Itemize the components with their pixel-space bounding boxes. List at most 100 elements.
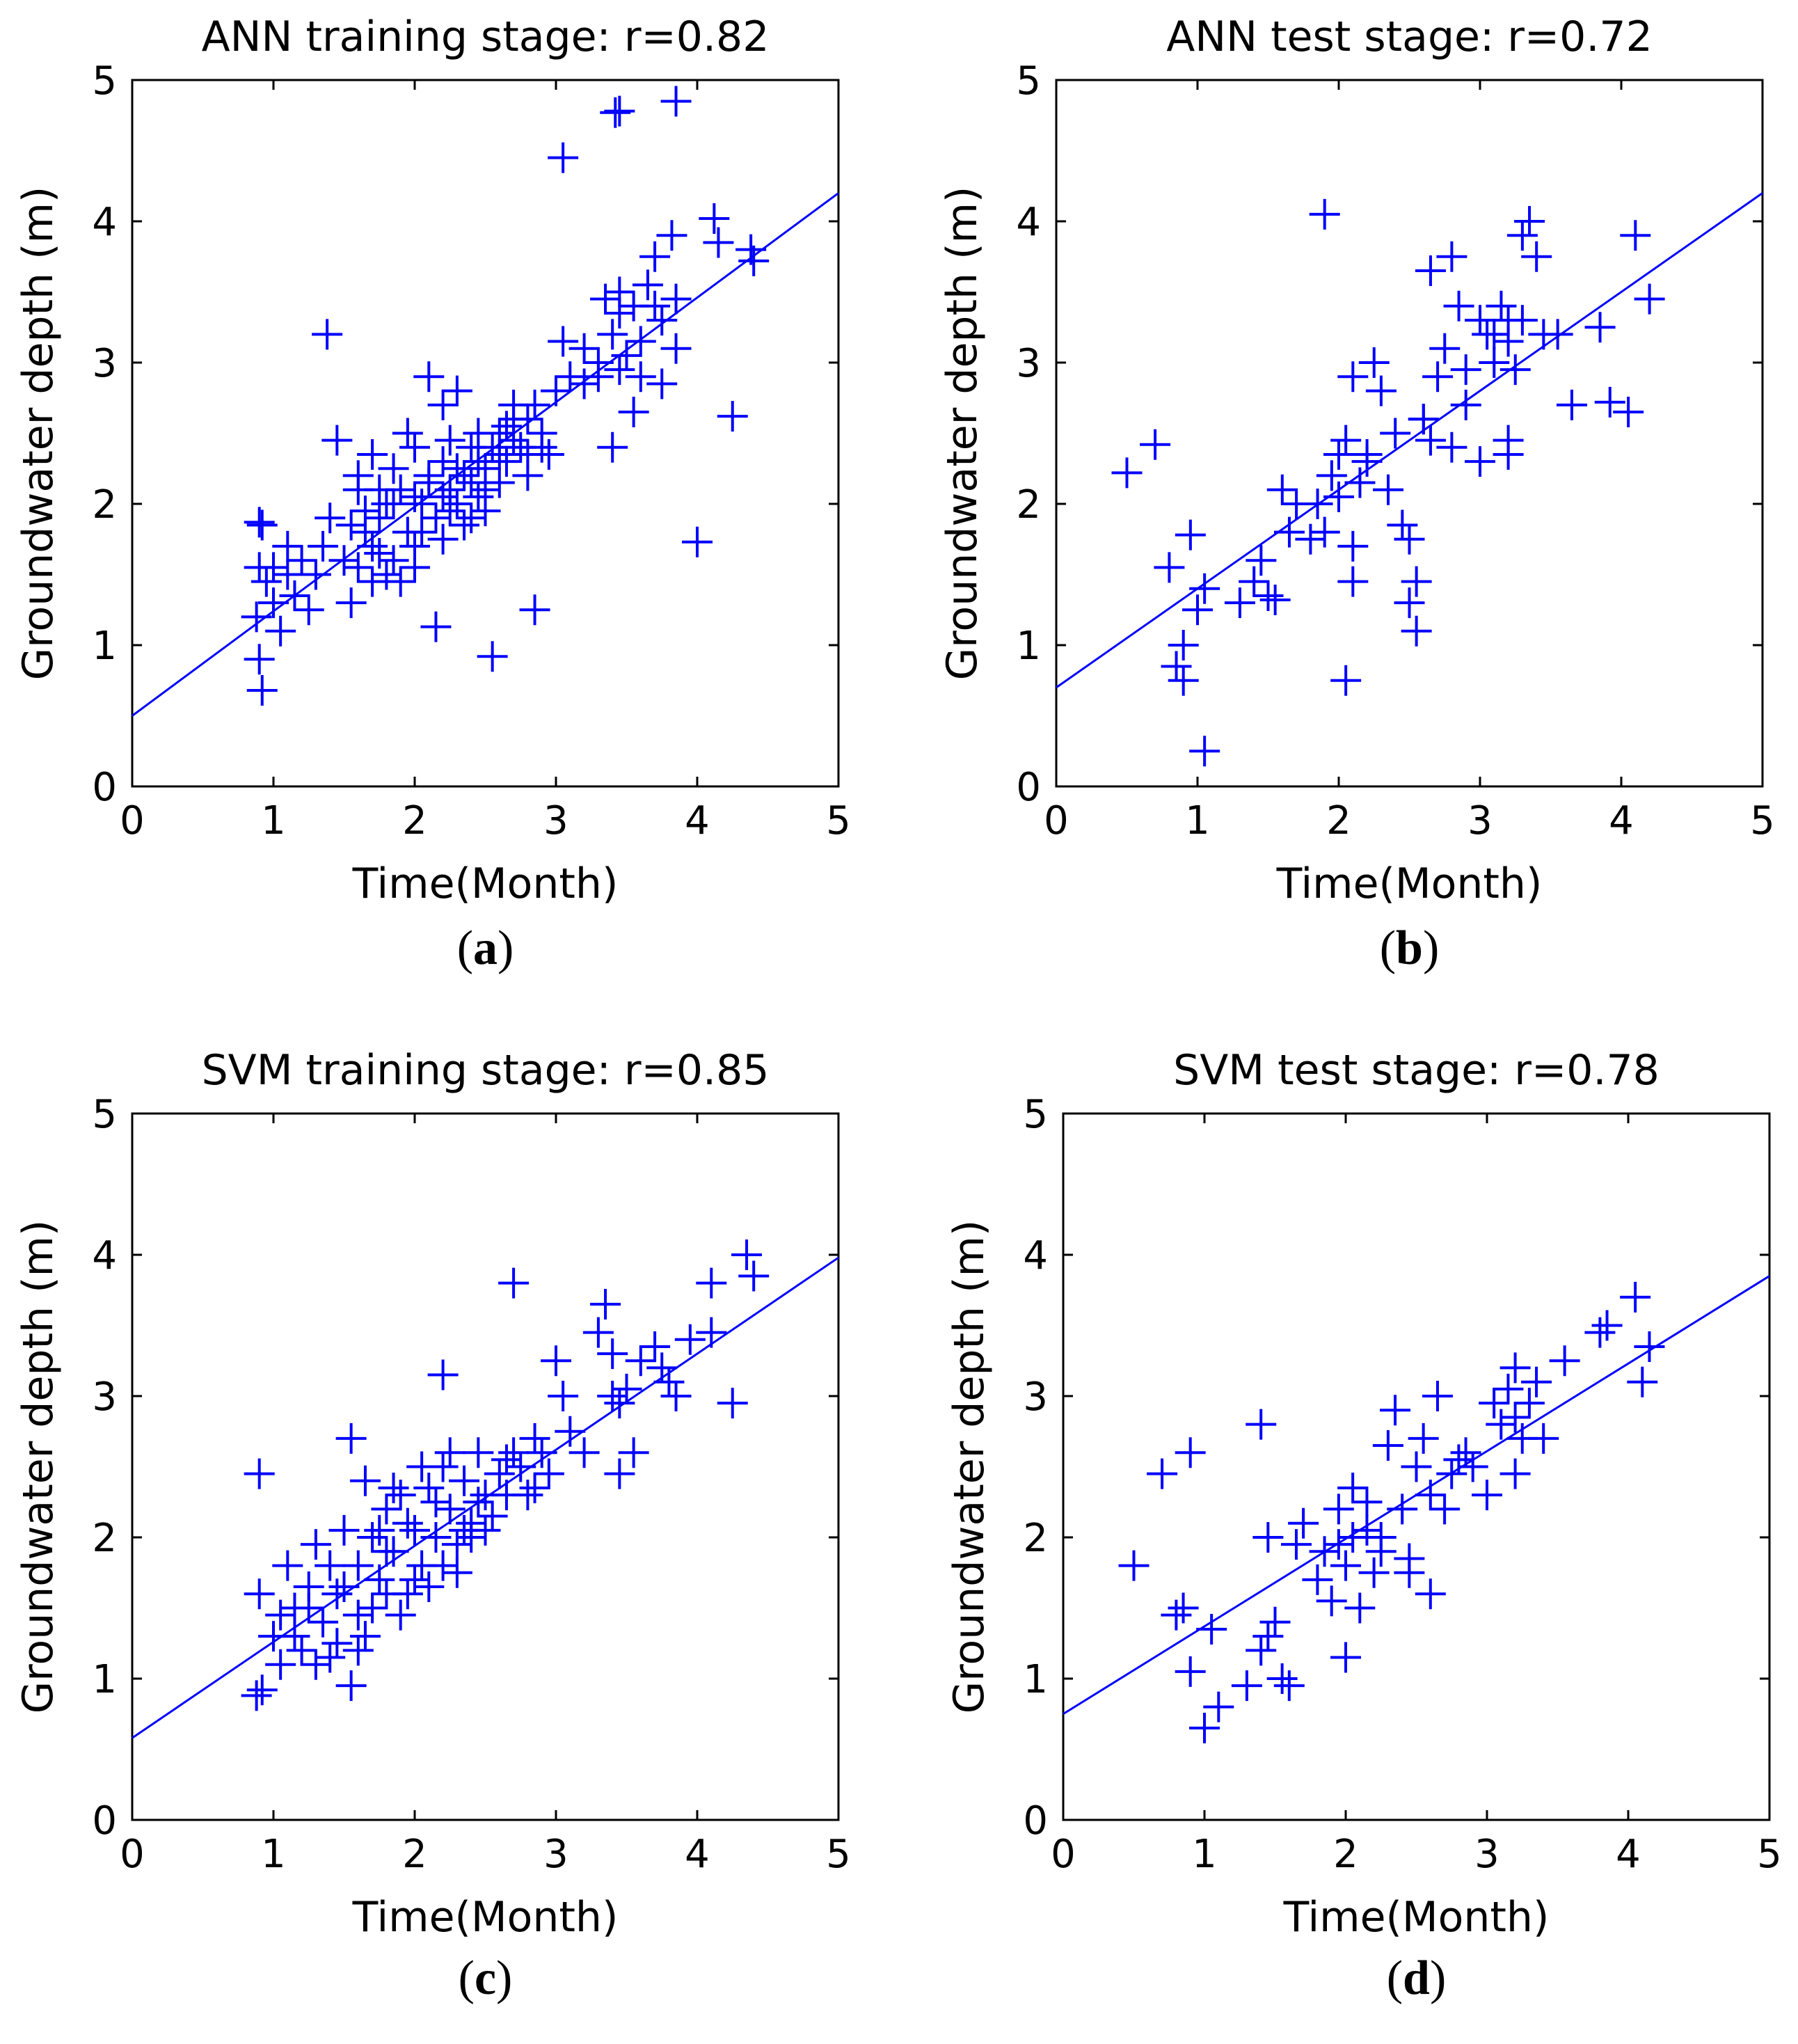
data-point (364, 502, 395, 534)
data-point (308, 1606, 339, 1638)
data-point (1182, 594, 1213, 626)
data-point (604, 95, 635, 127)
data-point (308, 530, 339, 562)
data-point (463, 446, 494, 477)
data-point (1365, 1536, 1397, 1567)
data-point (1499, 1458, 1531, 1489)
data-point (646, 368, 678, 399)
data-point (434, 496, 466, 527)
data-point (1252, 1522, 1284, 1553)
data-point (1479, 1388, 1510, 1419)
data-point (498, 1267, 530, 1299)
data-point (328, 545, 360, 576)
x-tick-label: 3 (543, 1832, 568, 1877)
data-point (246, 674, 278, 706)
data-point (244, 507, 275, 538)
data-point (349, 1465, 381, 1496)
data-point (342, 1550, 374, 1581)
data-point (244, 1578, 275, 1610)
data-point (590, 1289, 621, 1320)
data-point (1323, 1529, 1354, 1560)
data-point (674, 1324, 706, 1355)
data-point (265, 1649, 296, 1680)
y-tick-label: 4 (92, 200, 117, 245)
data-point (1493, 1373, 1524, 1404)
data-point (272, 530, 303, 562)
data-point (541, 375, 571, 406)
data-point (1493, 425, 1524, 456)
data-point (597, 1338, 628, 1370)
x-axis-label: Time(Month) (352, 859, 619, 908)
data-point (1387, 1494, 1418, 1525)
data-point (526, 1437, 557, 1468)
data-point (1450, 1437, 1481, 1468)
data-point (357, 530, 388, 562)
data-point (1330, 425, 1362, 456)
caption-letter: a (473, 921, 498, 975)
data-point (1556, 389, 1587, 420)
data-point (300, 1529, 331, 1560)
data-point (1584, 1317, 1616, 1348)
data-point (512, 1480, 543, 1511)
chart-title: ANN training stage: r=0.82 (202, 13, 770, 61)
data-point (1295, 523, 1326, 555)
data-point (470, 496, 501, 527)
data-point (582, 1317, 614, 1348)
x-axis-label: Time(Month) (1283, 1893, 1550, 1942)
data-point (491, 411, 522, 442)
data-point (286, 545, 317, 576)
data-point (660, 333, 692, 364)
fit-line (1056, 192, 1763, 689)
data-point (300, 1649, 331, 1680)
data-point (1273, 1670, 1305, 1702)
data-point (1266, 474, 1298, 505)
data-point (1351, 1514, 1383, 1546)
data-point (258, 552, 289, 583)
panel-caption: (b) (1380, 921, 1440, 975)
data-point (568, 333, 600, 364)
data-point (1436, 431, 1467, 463)
data-point (1594, 386, 1625, 418)
y-tick-label: 2 (1023, 1516, 1048, 1561)
x-tick-label: 3 (543, 798, 568, 843)
data-point (321, 1628, 353, 1659)
data-point (272, 559, 303, 590)
data-point (244, 644, 275, 675)
data-point (548, 326, 579, 357)
data-point (1259, 585, 1291, 616)
data-point (246, 509, 278, 541)
data-point (335, 587, 367, 619)
data-point (555, 1416, 586, 1447)
data-point (371, 1578, 402, 1610)
data-point (385, 566, 416, 597)
data-point (342, 460, 374, 491)
data-point (618, 397, 649, 428)
data-point (548, 1381, 579, 1411)
data-point (568, 368, 600, 399)
data-point (335, 1670, 367, 1702)
data-point (342, 1599, 374, 1631)
data-point (1246, 1409, 1277, 1440)
data-point (1161, 651, 1192, 682)
data-point (321, 1578, 353, 1610)
data-point (293, 594, 324, 626)
data-point (315, 502, 346, 534)
data-point (427, 1550, 459, 1581)
data-point (456, 467, 487, 498)
data-point (1175, 519, 1206, 550)
data-point (533, 1458, 564, 1489)
data-point (413, 1472, 445, 1503)
data-point (1118, 1550, 1149, 1581)
data-point (699, 203, 730, 234)
data-point (315, 1550, 346, 1581)
data-point (1203, 1691, 1234, 1722)
data-point (1422, 1381, 1453, 1411)
data-point (1168, 1592, 1199, 1624)
data-point (1528, 1423, 1559, 1454)
data-point (463, 481, 494, 512)
data-point (1273, 516, 1305, 548)
y-tick-label: 5 (1023, 1092, 1048, 1137)
data-point (1252, 1621, 1284, 1652)
y-tick-label: 2 (1016, 482, 1041, 528)
